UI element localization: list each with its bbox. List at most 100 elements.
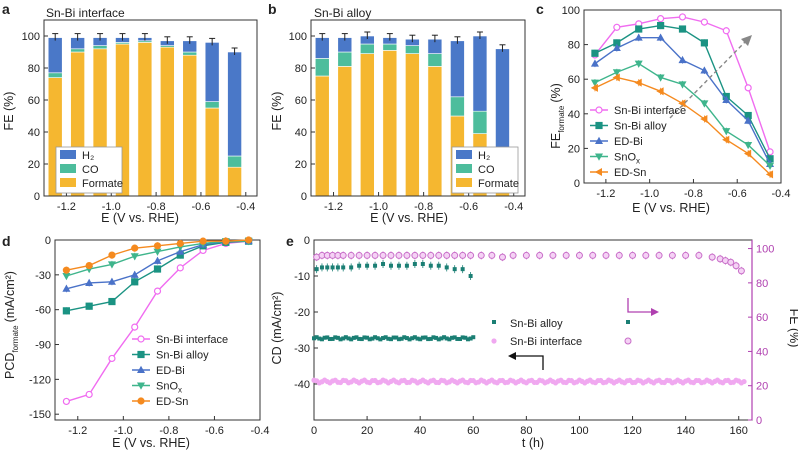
panel-e-cd-point-alloy-42 <box>423 335 428 340</box>
panel-e-fe-point-alloy-21 <box>468 274 473 278</box>
panel-b-bar-formate-5 <box>427 66 443 197</box>
panel-c-point-sn_bi_interface-1 <box>613 23 621 31</box>
panel-e-fe-point-alloy-2 <box>325 265 330 270</box>
panel-a-xlabel: E (V vs. RHE) <box>101 211 179 225</box>
panel-b-ylabel: FE (%) <box>270 92 284 131</box>
panel-b-bar-co-7 <box>472 110 488 134</box>
panel-a-bar-co-0 <box>47 72 63 78</box>
panel-e-cd-point-alloy-24 <box>375 336 380 341</box>
panel-e-cd-point-alloy-36 <box>407 337 412 342</box>
panel-label-b: b <box>268 1 277 17</box>
panel-e-ytick-right-label-60: 60 <box>756 312 768 324</box>
panel-e-fe-point-alloy-0 <box>314 267 319 272</box>
panel-e-plot-frame <box>313 239 753 421</box>
panel-c-point-ed_bi-2 <box>634 33 643 41</box>
panel-e-xtick-label-0: 0 <box>311 425 317 437</box>
panel-d-ylabel-sub: formate <box>11 325 20 353</box>
panel-e-cd-point-alloy-0 <box>312 336 316 341</box>
panel-b-xlabel: E (V vs. RHE) <box>370 211 448 225</box>
panel-e-ytick-label--20: -20 <box>294 307 310 319</box>
panel-e-ylabel: CD (mA/cm²) <box>270 292 284 365</box>
panel-a-ytick-label-100: 100 <box>22 31 40 43</box>
panel-e-fe-point-alloy-3 <box>330 265 335 270</box>
panel-e-cd-point-alloy-38 <box>412 335 417 340</box>
panel-b-bar-h2-6 <box>450 40 465 98</box>
panel-c-point-snox-3 <box>656 74 665 82</box>
panel-b-bar-co-3 <box>382 43 398 51</box>
panel-c-point-ed_sn-5 <box>700 114 708 124</box>
panel-b-bar-co-5 <box>427 53 443 67</box>
panel-e-cd-point-alloy-14 <box>349 337 354 342</box>
panel-d-ytick-label--90: -90 <box>35 340 51 352</box>
panel-e-legend-cd-interface <box>491 338 497 344</box>
panel-e-fe-point-alloy-15 <box>420 262 425 266</box>
panel-e-cd-point-alloy-10 <box>338 337 343 342</box>
panel-e-ytick-right-label-80: 80 <box>756 278 768 290</box>
panel-d-point-ed_sn-3 <box>131 244 139 252</box>
panel-b-bar-co-1 <box>337 51 353 67</box>
panel-d-legend-label-ed_bi: ED-Bi <box>156 365 185 377</box>
panel-c-point-ed_bi-4 <box>678 55 687 64</box>
panel-e-fe-point-alloy-6 <box>349 265 354 270</box>
panel-b-plot-frame <box>310 19 526 197</box>
panel-d-legend-label-snox: SnOx <box>156 381 182 395</box>
panel-e-cd-point-alloy-21 <box>367 337 372 342</box>
panel-c-point-ed_sn-1 <box>612 73 620 82</box>
panel-d-plot-frame <box>54 239 261 421</box>
panel-e-fe-point-interface-40 <box>708 253 716 261</box>
panel-e-cd-point-alloy-59 <box>468 336 473 341</box>
panel-e-cd-point-alloy-6 <box>327 337 332 342</box>
panel-d-legend-label-sn_bi_interface: Sn-Bi interface <box>156 334 228 346</box>
panel-e-cd-point-alloy-26 <box>381 336 386 341</box>
panel-e-cd-point-alloy-15 <box>351 335 356 340</box>
panel-e-legend-fe-interface <box>624 337 632 345</box>
panel-e-cd-point-alloy-34 <box>402 335 407 340</box>
panel-d-point-ed_sn-5 <box>176 239 184 248</box>
panel-e-fe-point-interface-14 <box>411 251 419 259</box>
panel-e-cd-point-alloy-7 <box>330 336 335 341</box>
panel-c-ytick-label-80: 80 <box>568 40 580 52</box>
panel-e-cd-point-alloy-45 <box>431 335 436 340</box>
panel-e-fe-point-alloy-19 <box>452 267 457 272</box>
panel-c-point-ed_bi-5 <box>700 66 709 74</box>
panel-a-legend-label-2: Formate <box>82 178 123 190</box>
panel-e-cd-point-alloy-40 <box>418 337 423 342</box>
panel-e-cd-point-alloy-22 <box>370 336 375 341</box>
panel-c-ytick-label-40: 40 <box>568 109 580 121</box>
panel-d-legend-label-snox-sub: x <box>178 386 182 395</box>
panel-e-fe-point-alloy-4 <box>335 265 340 270</box>
panel-a-ytick-label-20: 20 <box>28 159 40 171</box>
panel-e-cd-point-alloy-18 <box>359 337 364 342</box>
panel-e-xtick-label-120: 120 <box>623 425 641 437</box>
panel-d-ytick-label--30: -30 <box>35 270 51 282</box>
panel-e-xtick-label-140: 140 <box>676 425 694 437</box>
panel-c-legend-label-ed_bi: ED-Bi <box>614 136 643 148</box>
panel-d-point-sn_bi_alloy-3 <box>131 278 139 286</box>
panel-d-legend-label-ed_sn: ED-Sn <box>156 396 188 408</box>
panel-e-legend-cd-alloy <box>492 320 496 324</box>
panel-e-cd-point-interface-162 <box>741 378 747 385</box>
panel-e-fe-point-interface-7 <box>355 251 363 259</box>
panel-e-fe-point-interface-8 <box>363 251 371 259</box>
panel-c-point-ed_sn-3 <box>656 87 664 96</box>
panel-e-cd-point-alloy-20 <box>365 335 370 340</box>
panel-a-xtick-label--0.4: -0.4 <box>236 201 255 213</box>
panel-d-point-snox-4 <box>153 248 162 256</box>
panel-d-ylabel-unit: (mA/cm²) <box>3 271 17 322</box>
panel-d-point-snox-3 <box>130 253 139 261</box>
panel-d-point-ed_sn-2 <box>108 251 116 259</box>
panel-e-cd-point-alloy-4 <box>322 335 327 340</box>
panel-c-point-ed_sn-0 <box>590 83 598 92</box>
panel-c-legend-label-snox-main: SnO <box>614 152 636 164</box>
panel-b-bar-h2-0 <box>314 37 330 59</box>
panel-e-ytick-right-label-100: 100 <box>756 244 774 256</box>
panel-b-xtick-label--0.4: -0.4 <box>504 201 523 213</box>
panel-b-bar-co-2 <box>360 43 375 54</box>
panel-e-xlabel: t (h) <box>522 436 544 450</box>
panel-a-legend-swatch-0 <box>60 150 76 159</box>
panel-e-ytick-label--10: -10 <box>294 271 310 283</box>
panel-e-fe-point-alloy-7 <box>357 263 362 268</box>
panel-d-point-snox-2 <box>107 261 116 269</box>
panel-b-legend-label-0: H₂ <box>478 150 490 162</box>
panel-a-legend-swatch-2 <box>60 178 76 187</box>
